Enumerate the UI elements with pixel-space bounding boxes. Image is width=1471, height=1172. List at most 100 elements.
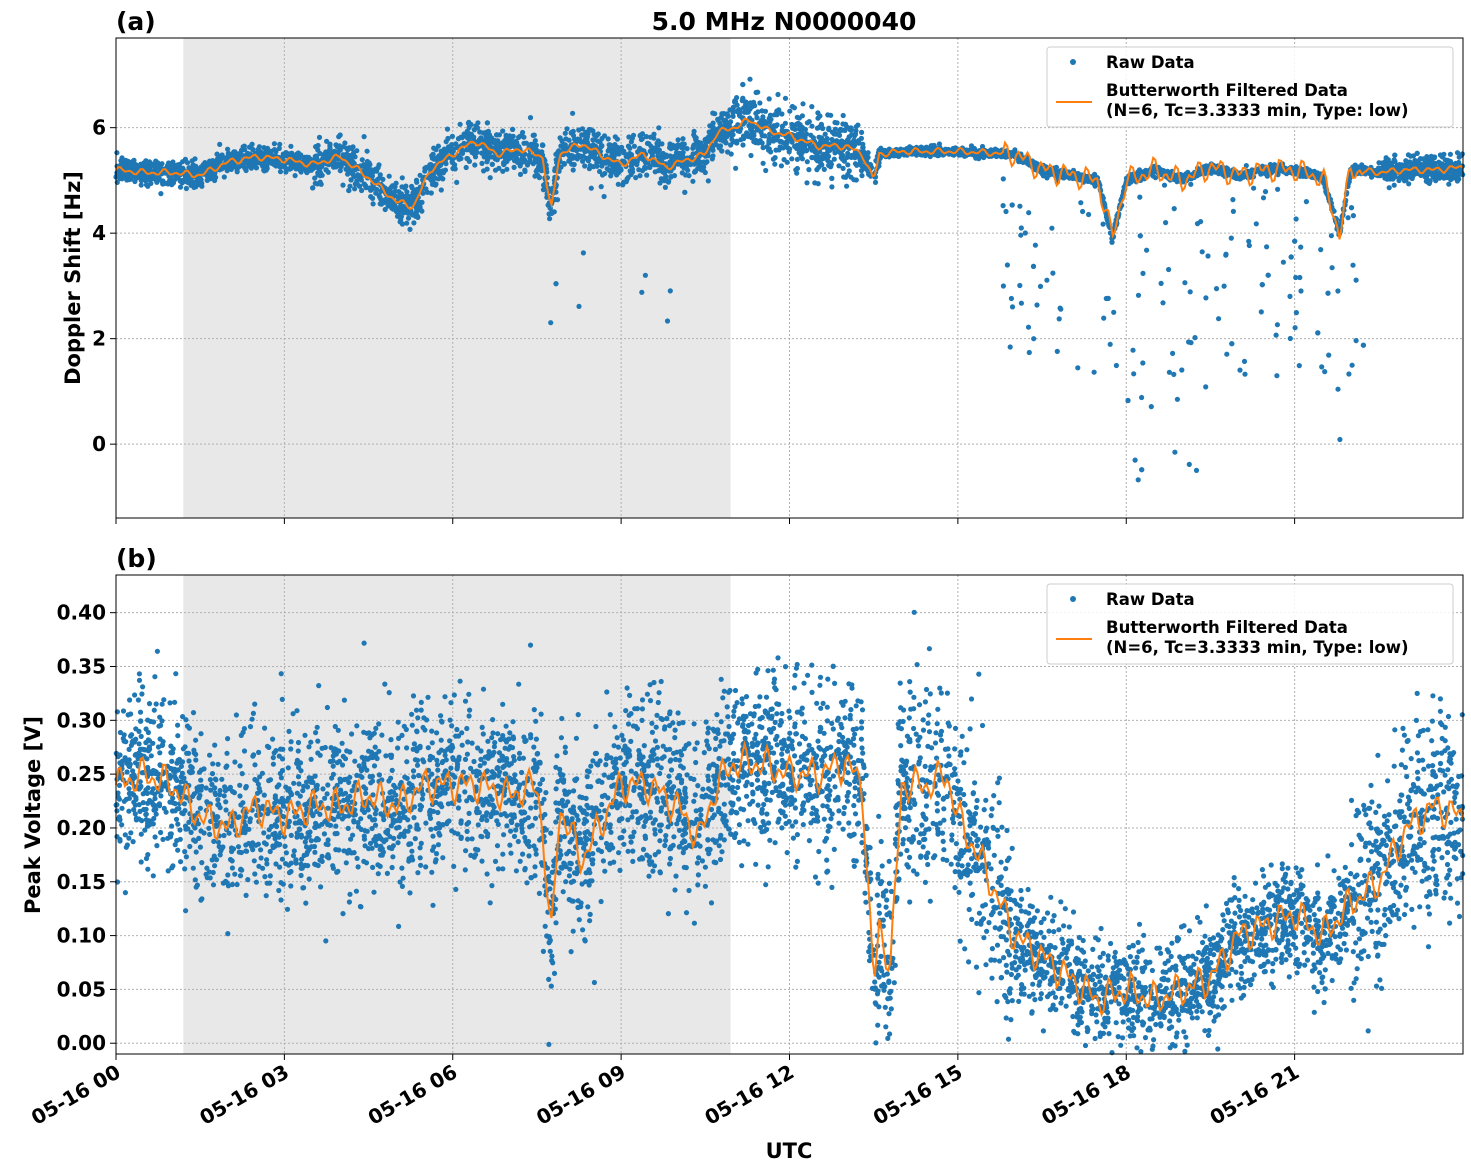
raw-data-point xyxy=(1322,369,1328,375)
raw-data-point xyxy=(675,137,681,143)
raw-data-point xyxy=(1403,174,1409,180)
raw-data-point xyxy=(489,161,495,167)
raw-data-point xyxy=(907,144,913,150)
raw-data-point xyxy=(814,167,820,173)
raw-data-point xyxy=(1335,386,1341,392)
raw-data-point xyxy=(484,166,490,172)
raw-data-point xyxy=(492,138,498,144)
raw-data-point xyxy=(854,162,860,168)
raw-data-point xyxy=(840,112,846,119)
raw-data-point xyxy=(1100,221,1106,227)
raw-data-point xyxy=(1193,467,1200,473)
raw-data-point xyxy=(1346,371,1352,377)
raw-data-point xyxy=(1437,152,1443,158)
raw-data-point xyxy=(840,165,846,171)
raw-data-point xyxy=(1131,371,1137,377)
raw-data-point xyxy=(829,136,835,143)
raw-data-point xyxy=(1230,208,1236,214)
raw-data-point xyxy=(1216,316,1222,322)
raw-data-point xyxy=(1447,151,1453,157)
raw-data-point xyxy=(723,117,729,124)
raw-data-point xyxy=(242,165,248,171)
raw-data-point xyxy=(263,160,269,166)
raw-data-point xyxy=(310,185,316,191)
raw-data-point xyxy=(627,150,633,157)
raw-data-point xyxy=(128,159,134,166)
raw-data-point xyxy=(1056,316,1062,322)
raw-data-point xyxy=(1454,150,1461,156)
raw-data-point xyxy=(564,126,570,132)
raw-data-point xyxy=(1139,467,1145,473)
raw-data-point xyxy=(1262,171,1268,177)
raw-data-point xyxy=(772,161,778,167)
raw-data-point xyxy=(539,142,546,148)
raw-data-point xyxy=(645,140,651,146)
raw-data-point xyxy=(651,131,657,137)
raw-data-point xyxy=(741,133,747,139)
raw-data-point xyxy=(872,179,879,185)
raw-data-point xyxy=(1080,208,1086,215)
raw-data-point xyxy=(829,184,835,190)
raw-data-point xyxy=(1034,302,1040,308)
raw-data-point xyxy=(753,89,759,96)
raw-data-point xyxy=(1258,309,1264,315)
raw-data-point xyxy=(845,162,851,168)
raw-data-point xyxy=(114,150,120,156)
raw-data-point xyxy=(1224,351,1230,357)
raw-data-point xyxy=(1000,283,1007,289)
raw-data-point xyxy=(133,175,139,181)
raw-data-point xyxy=(1328,233,1334,239)
raw-data-point xyxy=(517,171,524,177)
raw-data-point xyxy=(1139,394,1145,401)
raw-data-point xyxy=(793,167,799,173)
raw-data-point xyxy=(283,169,289,175)
raw-data-point xyxy=(800,101,806,107)
raw-data-point xyxy=(671,173,678,179)
raw-data-point xyxy=(1017,282,1023,289)
raw-data-point xyxy=(626,134,632,140)
raw-data-point xyxy=(507,133,513,139)
raw-data-point xyxy=(1326,352,1332,358)
raw-data-point xyxy=(419,208,425,214)
raw-data-point xyxy=(1192,335,1198,341)
raw-data-point xyxy=(354,148,360,154)
raw-data-point xyxy=(531,132,537,138)
raw-data-point xyxy=(1292,325,1298,331)
raw-data-point xyxy=(1275,186,1281,192)
raw-data-point xyxy=(760,160,766,166)
raw-data-point xyxy=(698,166,704,172)
raw-data-point xyxy=(1454,176,1461,182)
raw-data-point xyxy=(475,120,481,126)
raw-data-point xyxy=(185,179,191,185)
raw-data-point xyxy=(1203,295,1209,301)
raw-data-point xyxy=(435,176,441,182)
raw-data-point xyxy=(546,211,552,217)
raw-data-point xyxy=(682,172,689,178)
raw-data-point xyxy=(158,191,164,197)
raw-data-point xyxy=(1229,341,1235,347)
raw-data-point xyxy=(578,153,584,159)
raw-data-point xyxy=(755,109,761,115)
raw-data-point xyxy=(1049,225,1055,231)
raw-data-point xyxy=(433,147,439,153)
raw-data-point xyxy=(740,142,746,148)
raw-data-point xyxy=(534,167,540,173)
raw-data-point xyxy=(1031,336,1037,342)
raw-data-point xyxy=(138,161,144,167)
raw-data-point xyxy=(515,158,521,164)
raw-data-point xyxy=(1025,324,1032,330)
raw-data-point xyxy=(608,169,614,175)
raw-data-point xyxy=(826,153,832,159)
raw-data-point xyxy=(1086,211,1092,218)
raw-data-point xyxy=(834,120,840,126)
raw-data-point xyxy=(786,149,792,155)
raw-data-point xyxy=(766,140,772,146)
raw-data-point xyxy=(463,133,469,139)
raw-data-point xyxy=(1004,262,1011,268)
raw-data-point xyxy=(766,96,772,102)
raw-data-point xyxy=(1391,157,1397,163)
raw-data-point xyxy=(599,163,605,169)
raw-data-point xyxy=(830,130,836,136)
raw-data-point xyxy=(399,175,405,181)
raw-data-point xyxy=(1385,157,1391,163)
